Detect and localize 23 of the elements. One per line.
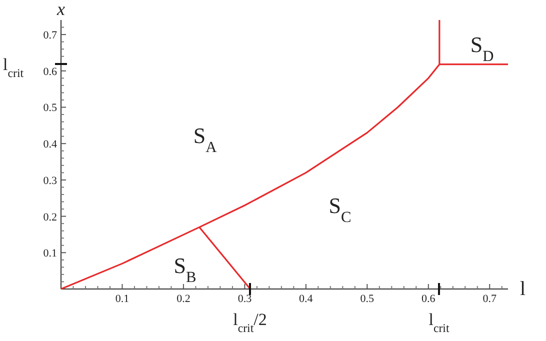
x-tick-label: 0.3 <box>238 293 252 305</box>
x-tick-label: 0.6 <box>422 293 436 305</box>
y-tick-label: 0.2 <box>43 211 57 224</box>
text: l$_{crit}$ <box>428 310 450 335</box>
y-tick-label: 0.7 <box>43 30 58 42</box>
x-tick-label: 0.1 <box>115 293 130 305</box>
annotation: S$_{C}$ <box>328 193 352 226</box>
x-tick-label: 0.7 <box>482 293 498 305</box>
y-tick-label: 0.1 <box>43 248 57 260</box>
x-tick-label: 0.2 <box>176 293 190 305</box>
x-tick-label: 0.5 <box>360 293 375 305</box>
x-axis-title: l <box>520 278 526 300</box>
annotation: S$_{B}$ <box>174 253 196 286</box>
y-axis-title: x <box>56 0 65 19</box>
y-tick-label: 0.5 <box>43 102 58 114</box>
text: l$_{crit}$ <box>3 55 24 80</box>
x-tick-label: 0.4 <box>299 293 314 305</box>
text: l$_{crit}$/2 <box>233 310 267 335</box>
y-tick-label: 0.3 <box>43 174 58 187</box>
y-tick-label: 0.4 <box>43 138 58 151</box>
annotation: S$_{A}$ <box>193 123 217 156</box>
y-tick-label: 0.6 <box>43 66 58 78</box>
annotation: S$_{D}$ <box>470 32 494 64</box>
